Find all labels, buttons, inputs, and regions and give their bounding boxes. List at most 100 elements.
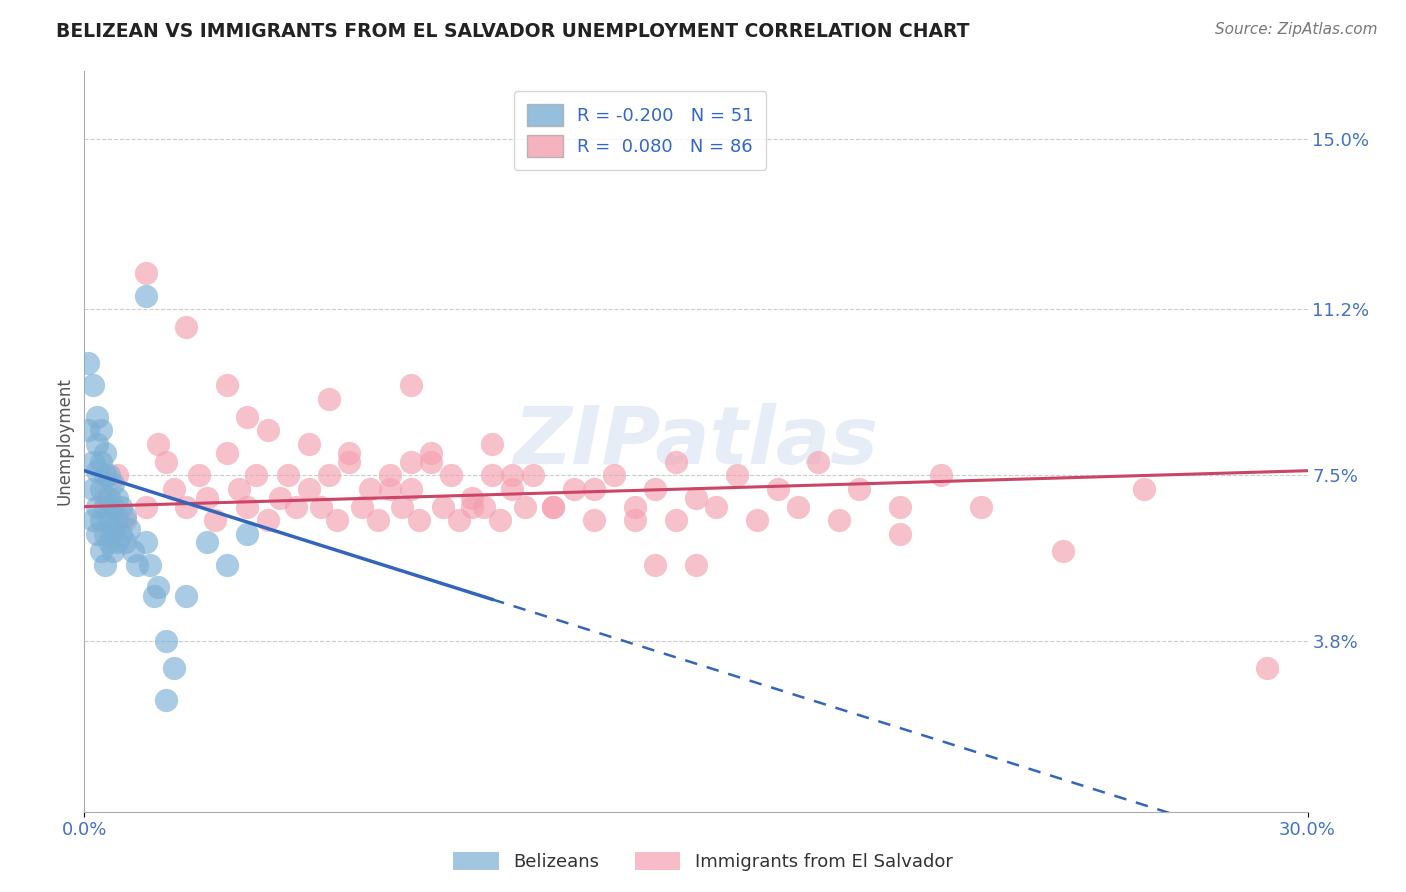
Point [440, 468, 463, 483]
Text: ZIPatlas: ZIPatlas [513, 402, 879, 481]
Point [766, 482, 789, 496]
Point [217, 446, 239, 460]
Point [380, 468, 402, 483]
Point [929, 468, 952, 483]
Point [685, 558, 707, 572]
Point [277, 468, 299, 483]
Point [174, 590, 197, 604]
Point [380, 482, 402, 496]
Point [367, 513, 389, 527]
Point [195, 535, 218, 549]
Point [105, 468, 128, 483]
Point [195, 491, 218, 505]
Point [101, 522, 124, 536]
Point [848, 482, 870, 496]
Point [101, 477, 124, 491]
Point [257, 513, 280, 527]
Point [86, 437, 108, 451]
Point [787, 500, 810, 514]
Point [408, 513, 430, 527]
Point [155, 692, 177, 706]
Point [420, 446, 443, 460]
Point [93, 468, 115, 483]
Point [97, 491, 120, 505]
Point [513, 500, 536, 514]
Point [77, 356, 100, 370]
Point [163, 482, 186, 496]
Point [828, 513, 851, 527]
Point [82, 482, 104, 496]
Point [110, 526, 132, 541]
Text: Source: ZipAtlas.com: Source: ZipAtlas.com [1215, 22, 1378, 37]
Point [90, 513, 112, 527]
Point [127, 558, 149, 572]
Legend: R = -0.200   N = 51, R =  0.080   N = 86: R = -0.200 N = 51, R = 0.080 N = 86 [515, 92, 766, 169]
Point [236, 500, 259, 514]
Point [174, 320, 197, 334]
Point [86, 500, 108, 514]
Point [135, 266, 157, 280]
Point [318, 468, 340, 483]
Point [101, 500, 124, 514]
Point [318, 392, 340, 406]
Point [93, 558, 115, 572]
Point [146, 437, 169, 451]
Point [889, 526, 911, 541]
Point [93, 526, 115, 541]
Point [665, 513, 688, 527]
Point [326, 513, 349, 527]
Point [105, 513, 128, 527]
Point [204, 513, 226, 527]
Point [105, 535, 128, 549]
Point [359, 482, 381, 496]
Point [420, 455, 443, 469]
Point [97, 513, 120, 527]
Point [624, 500, 647, 514]
Point [142, 590, 165, 604]
Point [155, 634, 177, 648]
Point [889, 500, 911, 514]
Point [187, 468, 209, 483]
Point [93, 446, 115, 460]
Point [257, 423, 280, 437]
Point [562, 482, 585, 496]
Point [665, 455, 688, 469]
Point [135, 500, 157, 514]
Point [82, 513, 104, 527]
Point [217, 378, 239, 392]
Point [522, 468, 544, 483]
Point [543, 500, 565, 514]
Point [339, 446, 361, 460]
Point [269, 491, 291, 505]
Point [644, 482, 666, 496]
Point [77, 423, 100, 437]
Point [481, 437, 503, 451]
Point [461, 500, 484, 514]
Point [350, 500, 373, 514]
Point [97, 535, 120, 549]
Point [399, 455, 422, 469]
Point [399, 378, 422, 392]
Point [114, 508, 136, 523]
Point [110, 500, 132, 514]
Point [90, 423, 112, 437]
Point [97, 468, 120, 483]
Point [339, 455, 361, 469]
Point [118, 522, 141, 536]
Point [449, 513, 471, 527]
Point [245, 468, 267, 483]
Point [399, 482, 422, 496]
Point [163, 661, 186, 675]
Point [93, 491, 115, 505]
Point [228, 482, 250, 496]
Legend: Belizeans, Immigrants from El Salvador: Belizeans, Immigrants from El Salvador [446, 845, 960, 879]
Point [285, 500, 308, 514]
Point [685, 491, 707, 505]
Point [603, 468, 626, 483]
Point [122, 544, 145, 558]
Point [90, 455, 112, 469]
Point [747, 513, 769, 527]
Point [82, 455, 104, 469]
Point [236, 409, 259, 424]
Point [543, 500, 565, 514]
